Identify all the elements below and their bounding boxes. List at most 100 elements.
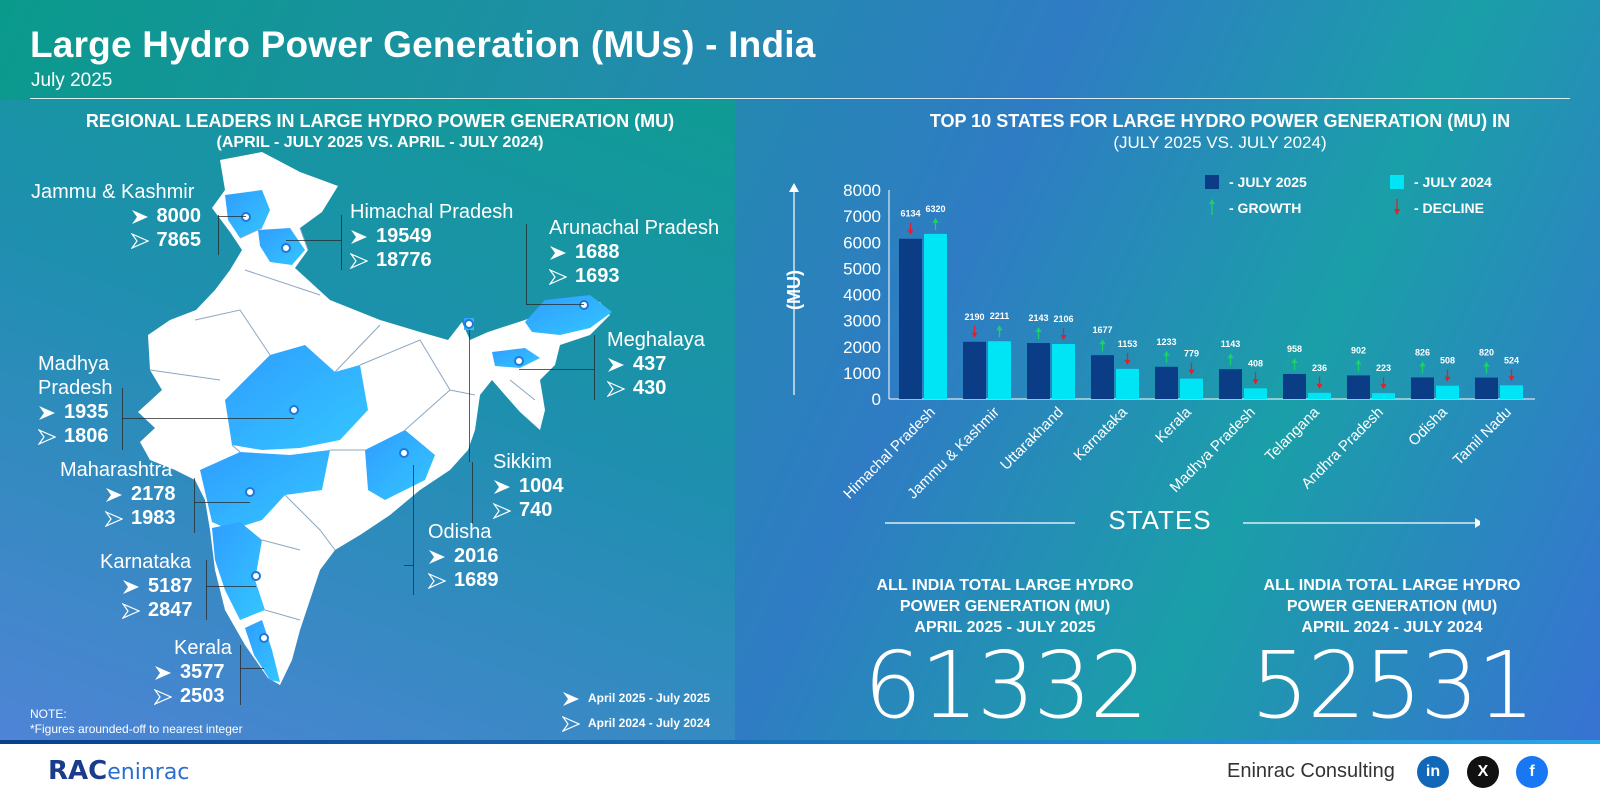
category-label: Odisha [1405, 403, 1451, 449]
growth-arrow-icon [1483, 361, 1490, 367]
facebook-icon[interactable]: f [1516, 756, 1548, 788]
bar-2024 [1436, 385, 1459, 399]
meg-2024-value: 430 [633, 377, 667, 399]
x-icon[interactable]: X [1467, 756, 1499, 788]
dot-jammu-kashmir [241, 212, 251, 222]
growth-arrow-icon [996, 325, 1003, 331]
data-label-2025: 1233 [1156, 337, 1176, 347]
data-label-2025: 2143 [1028, 313, 1048, 323]
bar-2024 [1372, 393, 1395, 399]
map-heading-line2: (APRIL - JULY 2025 VS. APRIL - JULY 2024… [216, 134, 544, 151]
map-heading-line1: REGIONAL LEADERS IN LARGE HYDRO POWER GE… [85, 111, 675, 131]
region-label-odisha: Odisha 2016 1689 [427, 521, 499, 591]
leader-ka-h [206, 586, 256, 587]
jk-2024-value: 7865 [156, 229, 202, 251]
total-2024-label: ALL INDIA TOTAL LARGE HYDRO POWER GENERA… [1263, 577, 1521, 636]
data-label-2024: 223 [1376, 363, 1391, 373]
bar-2024 [1308, 392, 1331, 399]
arrow-2025-icon [123, 579, 139, 594]
leader-mh-h [194, 502, 250, 503]
arrow-2025-icon [351, 229, 367, 244]
y-tick-label: 5000 [843, 259, 881, 278]
data-label-2025: 1143 [1221, 339, 1241, 349]
y-axis-title: (MU) [784, 270, 804, 310]
chart-section-heading: TOP 10 STATES FOR LARGE HYDRO POWER GENE… [890, 110, 1550, 154]
leader-mp-h [122, 418, 294, 419]
growth-arrow-icon [1227, 353, 1234, 359]
brand-name: Eninrac Consulting [1227, 760, 1395, 782]
linkedin-icon[interactable]: in [1417, 756, 1449, 788]
decline-arrow-icon [971, 332, 978, 338]
data-label-2024: 2106 [1053, 314, 1073, 324]
data-label-2025: 958 [1287, 344, 1302, 354]
bar-2024 [924, 233, 947, 399]
legend-2025-label: April 2025 - July 2025 [588, 691, 711, 705]
bar-2024 [1244, 388, 1267, 399]
decline-arrow-icon [1316, 383, 1323, 389]
x-axis-arrow [885, 518, 1480, 528]
region-label-sikkim: Sikkim 1004 740 [492, 451, 564, 521]
decline-arrow-icon [1444, 376, 1451, 382]
data-label-2025: 1677 [1092, 325, 1112, 335]
arrow-2025-icon [550, 245, 566, 260]
arrow-2025-icon [106, 487, 122, 502]
arrow-2024-icon [427, 572, 447, 590]
legend-label-2025: - JULY 2025 [1229, 174, 1307, 190]
map-section-heading: REGIONAL LEADERS IN LARGE HYDRO POWER GE… [40, 110, 720, 154]
bar-2025 [1475, 377, 1498, 399]
leader-ke-h [240, 668, 264, 669]
data-label-2024: 508 [1440, 356, 1455, 366]
arrow-2025-icon [429, 549, 445, 564]
legend-growth-icon [1209, 199, 1215, 204]
leader-meg-h [519, 369, 594, 370]
leader-mp-v [122, 388, 123, 450]
dot-madhya-pradesh [289, 405, 299, 415]
bar-2024 [1180, 378, 1203, 399]
note-text: *Figures arounded-off to nearest integer [30, 722, 243, 736]
arrow-2025-icon [131, 209, 148, 224]
data-label-2025: 2190 [964, 312, 984, 322]
leader-meg-v [594, 335, 595, 400]
data-label-2024: 408 [1248, 358, 1263, 368]
total-2025-label: ALL INDIA TOTAL LARGE HYDRO POWER GENERA… [876, 577, 1134, 636]
leader-ka-v [206, 560, 207, 620]
mp-2024-value: 1806 [64, 425, 109, 447]
sk-2025-value: 1004 [519, 475, 564, 497]
bar-2025 [1347, 375, 1370, 399]
category-label: Karnataka [1070, 403, 1131, 464]
y-tick-label: 4000 [843, 286, 881, 305]
leader-hp-v [341, 215, 342, 270]
category-label: Uttarakhand [997, 404, 1067, 474]
bar-2025 [1091, 355, 1114, 399]
data-label-2025: 820 [1479, 348, 1494, 358]
dot-arunachal-pradesh [579, 300, 589, 310]
decline-arrow-icon [1188, 369, 1195, 375]
legend-label-2024: - JULY 2024 [1414, 174, 1492, 190]
company-logo[interactable]: RACeninrac [48, 756, 190, 786]
dot-himachal-pradesh [281, 243, 291, 253]
ke-2024-value: 2503 [180, 685, 225, 707]
region-kerala [245, 620, 280, 682]
y-tick-label: 0 [872, 390, 881, 409]
region-label-jk: Jammu & Kashmir 8000 7865 [31, 181, 202, 251]
arrow-2024-icon [349, 252, 369, 270]
bar-2024 [1500, 385, 1523, 399]
x-axis-title: STATES [1108, 505, 1212, 535]
y-tick-label: 2000 [843, 338, 881, 357]
growth-arrow-icon [1099, 339, 1106, 345]
bar-2024 [1052, 343, 1075, 399]
hp-2025-value: 19549 [376, 225, 432, 247]
data-label-2024: 779 [1184, 349, 1199, 359]
category-label: Tamil Nadu [1450, 404, 1515, 469]
ap-2024-value: 1693 [575, 265, 620, 287]
decline-arrow-icon [907, 229, 914, 235]
page-subtitle: July 2025 [31, 70, 113, 91]
data-label-2025: 826 [1415, 347, 1430, 357]
decline-arrow-icon [1252, 379, 1259, 385]
arrow-2025-icon [494, 479, 510, 494]
region-karnataka [212, 522, 265, 620]
meg-2025-value: 437 [633, 353, 667, 375]
region-maharashtra [200, 450, 330, 530]
growth-arrow-icon [932, 217, 939, 223]
growth-arrow-icon [1035, 327, 1042, 333]
